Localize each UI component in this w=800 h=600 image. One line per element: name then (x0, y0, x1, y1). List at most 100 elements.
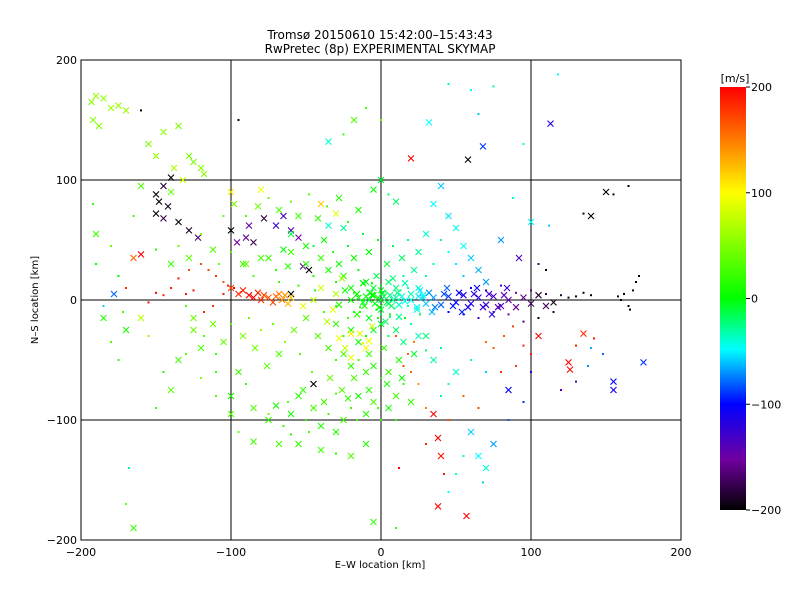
data-point-cross (175, 356, 182, 364)
data-point-dot (245, 215, 247, 217)
data-point-cross (415, 332, 422, 340)
data-point-cross (281, 291, 289, 299)
data-point-dot (212, 305, 214, 307)
data-point-cross (347, 354, 355, 361)
data-point-cross (470, 290, 478, 298)
data-point-cross (302, 242, 310, 250)
data-point-cross (251, 344, 259, 352)
data-point-cross (287, 248, 295, 256)
data-point-dot (359, 306, 361, 309)
data-point-dot (177, 245, 180, 247)
data-point-dot (575, 344, 577, 347)
data-point-dot (377, 239, 379, 241)
y-tick-label: 200 (56, 54, 77, 67)
data-point-cross (445, 293, 452, 300)
data-point-dot (147, 301, 150, 304)
data-point-cross (353, 290, 361, 298)
data-point-cross (265, 254, 272, 262)
data-point-cross (235, 290, 242, 298)
data-point-cross (88, 98, 95, 106)
data-point-dot (380, 284, 382, 287)
data-point-cross (275, 350, 283, 358)
data-point-cross (310, 404, 317, 412)
data-point-cross (413, 303, 421, 311)
data-point-dot (632, 289, 634, 292)
data-point-cross (227, 410, 235, 418)
data-point-cross (257, 296, 265, 304)
data-point-dot (507, 313, 510, 316)
data-point-cross (350, 374, 358, 382)
data-point-cross (490, 293, 497, 300)
data-point-cross (265, 416, 272, 424)
data-point-cross (527, 218, 535, 226)
data-point-dot (425, 443, 427, 445)
data-point-cross (280, 246, 287, 253)
data-point-cross (310, 296, 317, 304)
data-point-dot (305, 419, 307, 421)
data-point-dot (530, 289, 532, 292)
data-point-dot (185, 353, 187, 355)
data-point-cross (370, 518, 377, 526)
data-point-dot (342, 335, 345, 337)
data-point-cross (473, 284, 481, 292)
data-point-cross (365, 337, 373, 345)
data-point-dot (387, 193, 390, 196)
data-point-dot (170, 287, 172, 289)
data-point-cross (401, 297, 409, 305)
data-point-cross (280, 212, 287, 220)
data-point-dot (582, 212, 585, 215)
data-point-dot (185, 293, 187, 295)
data-point-cross (233, 239, 241, 246)
data-point-cross (190, 326, 197, 334)
data-point-dot (575, 380, 577, 383)
data-point-cross (415, 293, 422, 300)
data-point-cross (494, 303, 502, 311)
data-point-dot (95, 263, 97, 265)
data-point-cross (640, 359, 647, 366)
data-point-cross (392, 392, 400, 400)
data-point-dot (245, 383, 247, 385)
data-point-cross (235, 368, 242, 376)
data-point-cross (130, 524, 137, 532)
data-point-cross (332, 290, 340, 298)
x-tick-label: −200 (66, 546, 96, 559)
data-point-cross (394, 289, 401, 297)
data-point-cross (520, 294, 527, 301)
data-point-cross (415, 248, 422, 256)
data-point-cross (89, 116, 97, 124)
data-point-dot (248, 317, 250, 319)
data-point-cross (254, 289, 262, 297)
data-point-dot (455, 263, 457, 265)
data-point-cross (535, 291, 542, 299)
data-point-cross (167, 260, 175, 268)
x-tick-label: 100 (521, 546, 542, 559)
data-point-dot (314, 289, 316, 292)
data-point-cross (185, 152, 193, 160)
data-point-cross (335, 260, 343, 268)
data-point-cross (317, 284, 325, 292)
data-point-dot (503, 335, 505, 337)
data-point-cross (227, 392, 235, 400)
data-point-dot (398, 467, 400, 469)
data-point-cross (395, 313, 403, 321)
data-point-dot (278, 281, 280, 283)
data-point-dot (371, 282, 373, 285)
data-point-cross (392, 284, 400, 292)
data-point-dot (357, 269, 360, 271)
data-point-dot (470, 89, 472, 91)
data-point-cross (260, 291, 268, 299)
data-point-dot (635, 281, 637, 283)
data-point-dot (638, 275, 640, 277)
data-point-cross (368, 323, 376, 330)
data-point-dot (545, 293, 547, 295)
data-point-dot (440, 347, 442, 349)
data-point-cross (145, 140, 152, 148)
data-point-cross (242, 260, 250, 268)
data-point-dot (230, 251, 232, 253)
data-point-cross (287, 410, 295, 418)
data-point-dot (207, 269, 210, 271)
data-point-cross (355, 338, 362, 346)
data-point-cross (407, 290, 415, 298)
data-point-dot (380, 377, 382, 379)
data-point-cross (464, 156, 472, 163)
